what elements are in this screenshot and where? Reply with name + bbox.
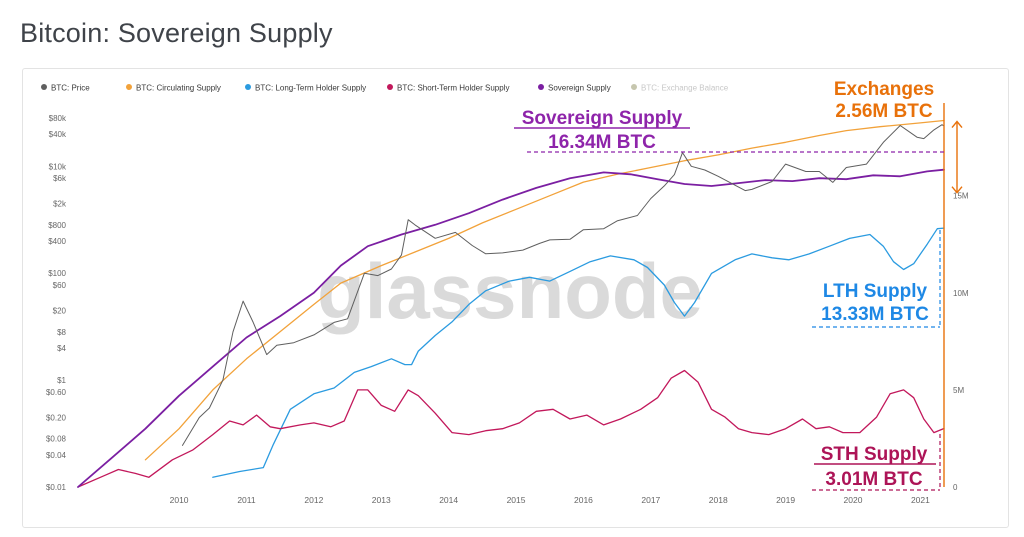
left-tick-label: $6k (53, 174, 67, 183)
left-tick-label: $1 (57, 376, 66, 385)
sovereign-label: Sovereign Supply (522, 108, 683, 129)
legend: BTC: Price BTC: Circulating Supply BTC: Lo… (41, 84, 729, 93)
series-line (182, 124, 945, 446)
series-line (144, 119, 945, 461)
legend-label: Sovereign Supply (548, 84, 611, 93)
left-tick-label: $100 (48, 269, 66, 278)
right-tick-label: 0 (953, 483, 958, 492)
left-tick-label: $0.01 (46, 483, 67, 492)
x-tick-label: 2011 (237, 495, 256, 505)
right-tick-label: 15M (953, 192, 969, 201)
left-tick-label: $40k (49, 130, 67, 139)
sovereign-value: 16.34M BTC (548, 132, 656, 153)
legend-marker (41, 84, 47, 90)
x-axis: 2010 2011 2012 2013 2014 2015 2016 2017 2018 2019… (170, 495, 931, 505)
left-tick-label: $20 (53, 307, 67, 316)
x-tick-label: 2021 (911, 495, 930, 505)
exchanges-arrow-down (951, 186, 963, 194)
legend-marker (245, 84, 251, 90)
right-axis: 15M 10M 5M 0 (953, 192, 969, 492)
series-line (77, 168, 945, 488)
left-tick-label: $2k (53, 200, 67, 209)
right-tick-label: 10M (953, 289, 969, 298)
watermark: glassnode (317, 247, 703, 335)
legend-marker (387, 84, 393, 90)
series-layer (77, 119, 945, 488)
x-tick-label: 2017 (641, 495, 660, 505)
left-tick-label: $80k (49, 114, 67, 123)
x-tick-label: 2012 (304, 495, 323, 505)
x-tick-label: 2013 (372, 495, 391, 505)
left-tick-label: $0.60 (46, 388, 67, 397)
x-tick-label: 2020 (844, 495, 863, 505)
left-tick-label: $0.08 (46, 435, 67, 444)
legend-label: BTC: Price (51, 84, 90, 93)
left-axis: $80k $40k $10k $6k $2k $800 $400 $100 $60 $20 $8 $4… (46, 114, 67, 492)
legend-label: BTC: Circulating Supply (136, 84, 221, 93)
series-line (212, 227, 945, 478)
x-tick-label: 2016 (574, 495, 593, 505)
left-tick-label: $0.20 (46, 413, 67, 422)
page-title: Bitcoin: Sovereign Supply (20, 18, 333, 48)
left-tick-label: $10k (49, 162, 67, 171)
x-tick-label: 2015 (507, 495, 526, 505)
legend-label: BTC: Short-Term Holder Supply (397, 84, 509, 93)
exchanges-arrow-up (951, 120, 963, 128)
x-tick-label: 2018 (709, 495, 728, 505)
x-tick-label: 2014 (439, 495, 458, 505)
legend-marker (126, 84, 132, 90)
chart-card (22, 68, 1009, 528)
lth-value: 13.33M BTC (821, 304, 929, 325)
legend-label: BTC: Long-Term Holder Supply (255, 84, 366, 93)
left-tick-label: $60 (53, 281, 67, 290)
sth-label: STH Supply (821, 444, 928, 465)
left-tick-label: $0.04 (46, 451, 67, 460)
left-tick-label: $400 (48, 237, 66, 246)
legend-label: BTC: Exchange Balance (641, 84, 729, 93)
lth-label: LTH Supply (823, 281, 928, 302)
legend-marker (631, 84, 637, 90)
left-tick-label: $8 (57, 328, 66, 337)
x-tick-label: 2010 (170, 495, 189, 505)
sth-value: 3.01M BTC (825, 469, 922, 490)
exchanges-label: Exchanges (834, 79, 934, 100)
series-line (77, 369, 945, 488)
right-tick-label: 5M (953, 386, 964, 395)
left-tick-label: $800 (48, 221, 66, 230)
legend-marker (538, 84, 544, 90)
left-tick-label: $4 (57, 344, 66, 353)
x-tick-label: 2019 (776, 495, 795, 505)
exchanges-value: 2.56M BTC (835, 101, 932, 122)
